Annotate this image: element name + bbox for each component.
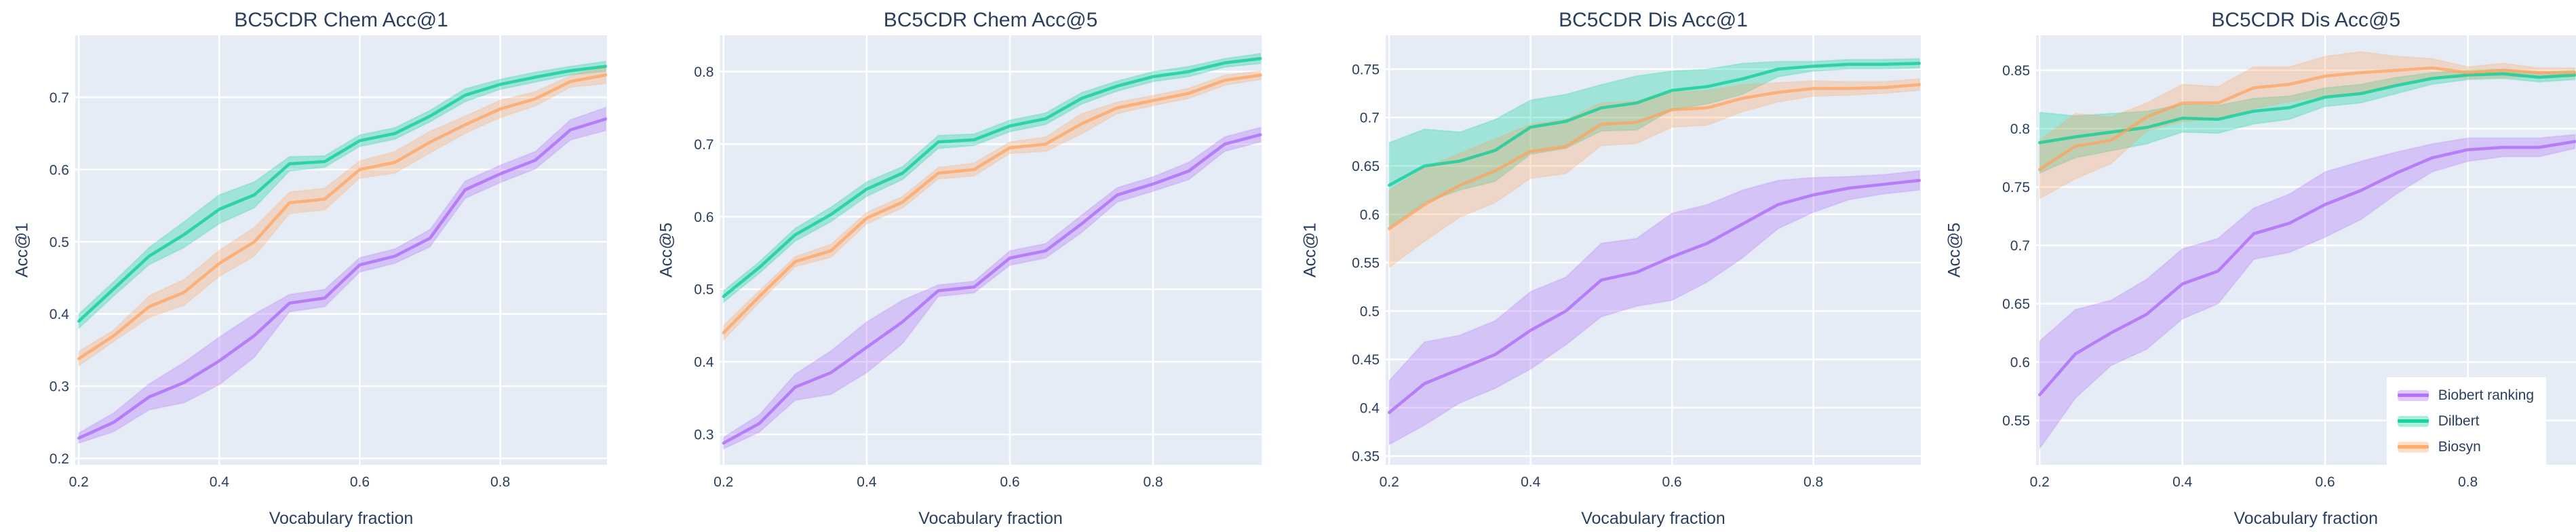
legend-swatch-biosyn-icon — [2397, 441, 2429, 453]
chart-title: BC5CDR Chem Acc@5 — [883, 9, 1098, 31]
ci-band-biobert-ranking — [722, 126, 1261, 451]
y-tick-label: 0.6 — [694, 210, 714, 225]
y-tick-label: 0.7 — [694, 137, 714, 153]
line-biobert-ranking — [2037, 140, 2576, 397]
y-tick-label: 0.8 — [694, 64, 714, 80]
x-axis-title: Vocabulary fraction — [918, 509, 1063, 528]
x-tick-label: 0.8 — [1143, 474, 1163, 490]
legend-label: Dilbert — [2438, 413, 2480, 429]
plot-background — [1386, 35, 1921, 465]
y-tick-label: 0.65 — [1352, 159, 1380, 174]
ci-band-dilbert — [2038, 68, 2575, 174]
x-tick-label: 0.8 — [1803, 474, 1823, 490]
ci-band-dilbert — [722, 52, 1261, 304]
plot-background — [75, 35, 607, 465]
y-tick-label: 0.35 — [1352, 449, 1380, 465]
legend-label: Biosyn — [2438, 438, 2481, 455]
y-tick-label: 0.2 — [50, 451, 69, 467]
x-tick-label: 0.4 — [1521, 474, 1541, 490]
y-tick-label: 0.85 — [2002, 63, 2030, 79]
line-dilbert — [77, 64, 608, 323]
y-tick-label: 0.4 — [50, 307, 70, 322]
y-tick-label: 0.6 — [50, 162, 69, 178]
y-tick-label: 0.45 — [1352, 352, 1380, 368]
line-biobert-ranking — [722, 133, 1262, 445]
line-dilbert — [722, 56, 1262, 299]
line-biosyn — [77, 73, 608, 360]
x-tick-label: 0.8 — [490, 474, 510, 490]
x-tick-label: 0.6 — [1000, 474, 1019, 490]
y-tick-label: 0.6 — [1360, 207, 1380, 223]
y-tick-label: 0.4 — [694, 355, 714, 370]
y-tick-label: 0.3 — [50, 379, 69, 395]
legend-swatch-line-icon — [2397, 394, 2429, 397]
line-biobert-ranking — [1387, 178, 1921, 415]
x-tick-label: 0.2 — [69, 474, 89, 490]
x-tick-label: 0.8 — [2457, 474, 2477, 490]
line-biobert-ranking — [77, 117, 608, 440]
plot-area-dis-acc1[interactable]: 0.2 0.4 0.6 0.8 0.35 0.4 0.45 0.5 0.55 0.6 0.65 0.7… — [1288, 0, 1932, 532]
x-axis-title: Vocabulary fraction — [269, 509, 414, 528]
plot-background — [720, 35, 1262, 465]
ci-band-dilbert — [78, 60, 606, 330]
y-tick-label: 0.7 — [2010, 238, 2029, 254]
x-tick-label: 0.2 — [2029, 474, 2049, 490]
chart-title: BC5CDR Dis Acc@1 — [1559, 9, 1748, 31]
legend-swatch-dilbert-icon — [2397, 415, 2429, 427]
y-tick-label: 0.3 — [694, 428, 714, 443]
x-tick-label: 0.4 — [210, 474, 230, 490]
y-tick-label: 0.7 — [50, 90, 69, 106]
ci-band-biosyn — [78, 65, 606, 368]
line-biosyn — [722, 73, 1262, 335]
subplot-chem-acc5: Acc@5 0.2 0.4 0.6 0.8 0.3 0.4 0.5 0.6 0.7 0.8 BC5… — [644, 0, 1289, 532]
y-tick-label: 0.75 — [2002, 180, 2030, 195]
x-axis-title: Vocabulary fraction — [1581, 509, 1725, 528]
ci-band-dilbert — [1388, 58, 1920, 229]
ci-band-biobert-ranking — [1388, 170, 1920, 446]
plot-area-dis-acc5[interactable]: 0.2 0.4 0.6 0.8 0.55 0.6 0.65 0.7 0.75 0.8 0.85 — [1932, 0, 2576, 532]
subplot-dis-acc1: Acc@1 0.2 0.4 0.6 0.8 0.35 0.4 0.45 0.5 0.55 0.6 0… — [1288, 0, 1932, 532]
subplot-chem-acc1: Acc@1 0.2 0.4 0.6 0.8 0.2 0.3 0.4 0.5 0.6 0.7 BC5… — [0, 0, 644, 532]
legend-swatch-line-icon — [2397, 419, 2429, 423]
plot-area-chem-acc1[interactable]: 0.2 0.4 0.6 0.8 0.2 0.3 0.4 0.5 0.6 0.7 — [0, 0, 644, 532]
chart-title: BC5CDR Dis Acc@5 — [2211, 9, 2401, 31]
legend-swatch-line-icon — [2397, 445, 2429, 449]
legend-label: Biobert ranking — [2438, 387, 2534, 403]
y-tick-label: 0.5 — [1360, 304, 1380, 320]
subplot-dis-acc5: Acc@5 0.2 0.4 0.6 0.8 0.55 0.6 0.65 0.7 0.75 0.8 0… — [1932, 0, 2576, 532]
ci-band-biobert-ranking — [2038, 134, 2575, 451]
y-tick-label: 0.4 — [1360, 400, 1380, 416]
chart-title: BC5CDR Chem Acc@1 — [234, 9, 448, 31]
y-tick-label: 0.7 — [1360, 111, 1380, 126]
y-tick-label: 0.75 — [1352, 62, 1380, 77]
y-tick-label: 0.5 — [694, 282, 714, 298]
x-tick-label: 0.4 — [857, 474, 877, 490]
y-tick-label: 0.8 — [2010, 121, 2029, 137]
x-tick-label: 0.2 — [714, 474, 733, 490]
line-dilbert — [1387, 62, 1921, 187]
y-tick-label: 0.6 — [2010, 355, 2029, 370]
y-tick-label: 0.65 — [2002, 297, 2030, 312]
x-tick-label: 0.6 — [350, 474, 370, 490]
ci-band-biosyn — [722, 70, 1261, 342]
legend-item-biosyn[interactable]: Biosyn — [2397, 437, 2534, 457]
legend-item-dilbert[interactable]: Dilbert — [2397, 411, 2534, 431]
plot-area-chem-acc5[interactable]: 0.2 0.4 0.6 0.8 0.3 0.4 0.5 0.6 0.7 0.8 — [644, 0, 1289, 532]
y-tick-label: 0.55 — [2002, 413, 2030, 429]
legend: Biobert ranking Dilbert Biosyn — [2386, 377, 2546, 465]
legend-swatch-biobert-ranking-icon — [2397, 390, 2429, 401]
y-tick-label: 0.55 — [1352, 256, 1380, 271]
legend-item-biobert-ranking[interactable]: Biobert ranking — [2397, 385, 2534, 405]
x-tick-label: 0.6 — [1662, 474, 1682, 490]
x-tick-label: 0.2 — [1380, 474, 1399, 490]
line-biosyn — [2037, 66, 2576, 172]
line-biosyn — [1387, 83, 1921, 231]
x-tick-label: 0.6 — [2315, 474, 2335, 490]
x-axis-title: Vocabulary fraction — [2233, 509, 2379, 528]
ci-band-biobert-ranking — [78, 106, 606, 444]
y-tick-label: 0.5 — [50, 235, 69, 250]
x-tick-label: 0.4 — [2172, 474, 2193, 490]
